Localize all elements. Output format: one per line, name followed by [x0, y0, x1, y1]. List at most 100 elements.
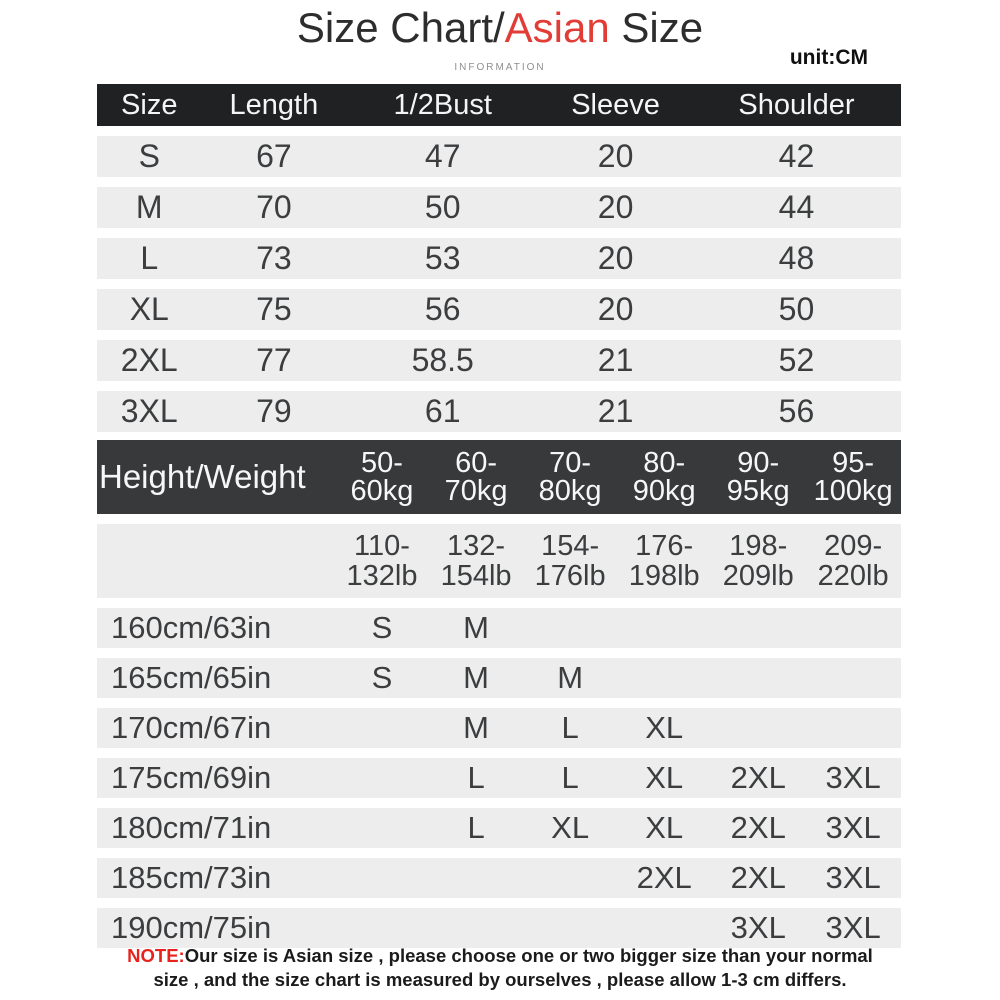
col-header-kg-5: 90- 95kg: [711, 440, 806, 514]
lb-range-bottom: 154lb: [440, 560, 512, 592]
cell-sleeve: 20: [539, 136, 692, 177]
title-part2: Size: [609, 4, 704, 51]
cell-sleeve: 20: [539, 289, 692, 330]
kg-range-top: 90-: [737, 446, 780, 479]
fit-cell: M: [429, 608, 524, 648]
fit-row-170: 170cm/67in M L XL: [97, 708, 901, 748]
fit-cell: [429, 858, 524, 898]
fit-cell: S: [334, 658, 430, 698]
size-row-3xl: 3XL 79 61 21 56: [97, 391, 901, 432]
fit-cell: 3XL: [805, 908, 901, 948]
size-row-s: S 67 47 20 42: [97, 136, 901, 177]
fit-cell: [523, 858, 618, 898]
size-row-xl: XL 75 56 20 50: [97, 289, 901, 330]
cell-size: M: [97, 187, 202, 228]
cell-size: S: [97, 136, 202, 177]
fit-cell: [334, 758, 430, 798]
fit-row-190: 190cm/75in 3XL 3XL: [97, 908, 901, 948]
fit-cell: [711, 658, 806, 698]
fit-cell: [617, 908, 712, 948]
fit-cell: S: [334, 608, 430, 648]
height-label: 165cm/65in: [97, 658, 335, 698]
col-header-lb-2: 132- 154lb: [429, 524, 524, 598]
col-header-lb-3: 154- 176lb: [523, 524, 618, 598]
cell-length: 77: [201, 340, 347, 381]
page-title: Size Chart/Asian Size: [0, 4, 1000, 52]
lb-range-bottom: 132lb: [346, 560, 418, 592]
size-table-header-row: Size Length 1/2Bust Sleeve Shoulder: [97, 84, 901, 126]
cell-bust: 50: [346, 187, 540, 228]
size-row-2xl: 2XL 77 58.5 21 52: [97, 340, 901, 381]
fit-cell: [805, 608, 901, 648]
col-header-kg-3: 70- 80kg: [523, 440, 618, 514]
fit-cell: L: [429, 758, 524, 798]
fit-cell: 3XL: [711, 908, 806, 948]
cell-bust: 61: [346, 391, 540, 432]
cell-size: 2XL: [97, 340, 202, 381]
cell-length: 79: [201, 391, 347, 432]
height-label: 185cm/73in: [97, 858, 335, 898]
cell-shoulder: 56: [691, 391, 901, 432]
cell-length: 67: [201, 136, 347, 177]
col-header-shoulder: Shoulder: [691, 84, 901, 126]
lb-range-top: 132-: [447, 529, 506, 562]
height-label: 170cm/67in: [97, 708, 335, 748]
cell-sleeve: 21: [539, 340, 692, 381]
fit-cell: [334, 908, 430, 948]
size-measurements-table: Size Length 1/2Bust Sleeve Shoulder S 67…: [97, 74, 901, 442]
col-header-size: Size: [97, 84, 202, 126]
fit-cell: [711, 608, 806, 648]
note-line1: Our size is Asian size , please choose o…: [184, 945, 873, 966]
kg-range-bottom: 70kg: [444, 475, 508, 507]
height-weight-fit-table: Height/Weight 50- 60kg 60- 70kg 70- 80kg 80…: [97, 430, 901, 958]
kg-range-top: 80-: [643, 446, 686, 479]
fit-table-lb-row: 110- 132lb 132- 154lb 154- 176lb 176- 198lb …: [97, 524, 901, 598]
cell-length: 73: [201, 238, 347, 279]
fit-cell: L: [429, 808, 524, 848]
cell-length: 70: [201, 187, 347, 228]
col-header-lb-5: 198- 209lb: [711, 524, 806, 598]
lb-range-top: 176-: [635, 529, 694, 562]
col-header-length: Length: [201, 84, 347, 126]
cell-shoulder: 50: [691, 289, 901, 330]
cell-shoulder: 42: [691, 136, 901, 177]
lb-range-bottom: 176lb: [534, 560, 606, 592]
fit-cell: M: [429, 708, 524, 748]
col-header-kg-4: 80- 90kg: [617, 440, 712, 514]
fit-cell: 3XL: [805, 758, 901, 798]
fit-cell: [711, 708, 806, 748]
fit-cell: 3XL: [805, 858, 901, 898]
col-header-bust: 1/2Bust: [346, 84, 540, 126]
col-header-kg-1: 50- 60kg: [334, 440, 430, 514]
kg-range-top: 70-: [549, 446, 592, 479]
col-header-lb-6: 209- 220lb: [805, 524, 901, 598]
fit-cell: M: [429, 658, 524, 698]
kg-range-bottom: 100kg: [813, 475, 893, 507]
cell-shoulder: 52: [691, 340, 901, 381]
unit-label: unit:CM: [789, 46, 868, 69]
fit-cell: L: [523, 758, 618, 798]
information-label: INFORMATION: [454, 62, 546, 73]
cell-sleeve: 20: [539, 238, 692, 279]
cell-length: 75: [201, 289, 347, 330]
fit-cell: [523, 908, 618, 948]
fit-cell: 2XL: [711, 758, 806, 798]
fit-cell: [805, 708, 901, 748]
kg-range-bottom: 80kg: [538, 475, 602, 507]
fit-row-160: 160cm/63in S M: [97, 608, 901, 648]
fit-cell: [617, 608, 712, 648]
cell-shoulder: 44: [691, 187, 901, 228]
cell-size: L: [97, 238, 202, 279]
title-part1: Size Chart/: [296, 4, 505, 51]
lb-range-bottom: 198lb: [628, 560, 700, 592]
fit-row-165: 165cm/65in S M M: [97, 658, 901, 698]
kg-range-bottom: 90kg: [632, 475, 696, 507]
cell-size: XL: [97, 289, 202, 330]
cell-sleeve: 20: [539, 187, 692, 228]
fit-cell: XL: [523, 808, 618, 848]
kg-range-bottom: 60kg: [350, 475, 414, 507]
lb-range-bottom: 209lb: [722, 560, 794, 592]
lb-range-top: 154-: [541, 529, 600, 562]
cell-size: 3XL: [97, 391, 202, 432]
